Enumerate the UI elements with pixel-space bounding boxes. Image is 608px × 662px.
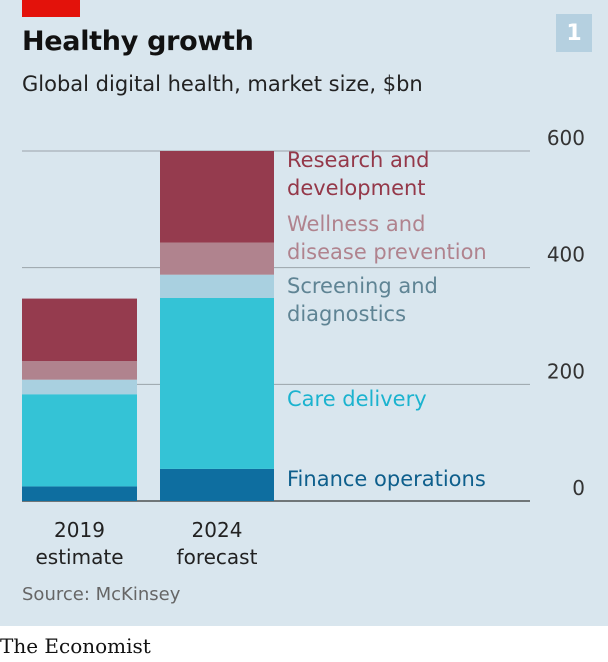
chart-subtitle: Global digital health, market size, $bn [22,72,423,96]
bar-segment [160,151,274,243]
bar-segment [22,379,137,395]
series-labels: Finance operations Care delivery Screening… [287,148,487,491]
series-label: Care delivery [287,387,427,411]
y-tick-label: 600 [547,126,585,150]
series-label: Research and development [287,148,430,200]
bar-segment [22,486,137,501]
brand-red-tab [22,0,80,17]
bar-segment [22,361,137,380]
y-tick-label: 200 [547,359,585,383]
y-tick-label: 0 [572,476,585,500]
bar-segment [22,394,137,487]
bar-segment [160,468,274,501]
x-category-label: 2024 forecast [177,518,258,569]
series-label: Screening and diagnostics [287,274,438,326]
y-tick-label: 400 [547,243,585,267]
source-note: Source: McKinsey [22,584,181,605]
x-category-label: 2019 estimate [35,518,123,569]
bar-segment [22,298,137,361]
chart-number-badge: 1 [556,14,592,52]
bar-segment [160,274,274,298]
bars [22,151,274,501]
bar-segment [160,242,274,275]
series-label: Finance operations [287,467,486,491]
y-tick-labels: 0 200 400 600 [547,126,585,500]
series-label: Wellness and disease prevention [287,212,487,264]
economist-logo-text: The Economist [0,634,151,658]
chart-title: Healthy growth [22,26,254,57]
x-category-labels: 2019 estimate 2024 forecast [35,518,257,569]
stacked-bar-chart: Finance operations Care delivery Screening… [22,126,585,569]
bar-segment [160,298,274,469]
